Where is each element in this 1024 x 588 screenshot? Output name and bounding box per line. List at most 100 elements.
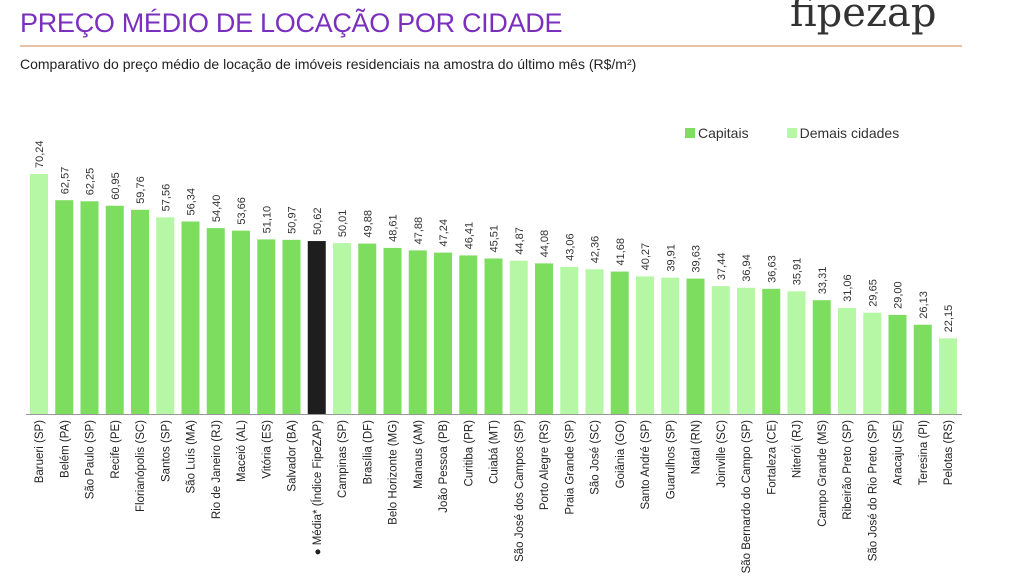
category-label: Cuiabá (MT) — [489, 420, 501, 484]
bar — [737, 287, 755, 414]
bar — [838, 307, 856, 414]
data-label: 43,06 — [564, 233, 576, 261]
bar — [812, 300, 831, 414]
category-label: São José (SC) — [590, 420, 602, 495]
bar — [484, 258, 503, 414]
data-label: 40,27 — [640, 243, 652, 271]
bar — [80, 201, 99, 414]
bar — [711, 286, 730, 414]
category-label: Campo Grande (MS) — [817, 420, 829, 527]
bar — [333, 243, 351, 414]
data-label: 29,65 — [867, 279, 879, 307]
category-label: Curitiba (PR) — [463, 420, 475, 487]
category-label: São Luís (MA) — [186, 420, 198, 494]
category-label: João Pessoa (PB) — [438, 420, 450, 513]
data-label: 60,95 — [110, 172, 122, 200]
bar — [282, 239, 301, 414]
data-label: 50,62 — [312, 208, 324, 236]
category-label: Florianópolis (SC) — [135, 420, 147, 512]
legend-swatch-demais — [786, 128, 797, 138]
data-label: 62,25 — [85, 168, 97, 196]
category-label: São Paulo (SP) — [85, 420, 97, 499]
data-label: 36,94 — [741, 254, 753, 282]
legend-item-demais: Demais cidades — [786, 125, 900, 141]
category-label: Brasília (DF) — [362, 420, 374, 485]
bar — [762, 288, 781, 414]
title-divider — [20, 45, 962, 47]
bar — [156, 217, 175, 414]
category-label: Guarulhos (SP) — [665, 420, 677, 499]
bar — [610, 271, 629, 414]
data-label: 26,13 — [918, 291, 930, 319]
data-label: 44,08 — [539, 230, 551, 258]
bar — [913, 324, 932, 414]
bar — [686, 278, 705, 414]
data-label: 29,00 — [893, 281, 905, 309]
fipezap-logo: fipezap — [790, 0, 937, 36]
category-label: Goiânia (GO) — [615, 420, 627, 489]
category-label: Belo Horizonte (MG) — [388, 420, 400, 525]
category-label: Maceió (AL) — [236, 420, 248, 482]
data-label: 33,31 — [817, 267, 829, 295]
category-label: ● Média* (Índice FipeZAP) — [311, 420, 324, 556]
category-label: Rio de Janeiro (RJ) — [211, 420, 223, 519]
category-label: Teresina (PI) — [918, 420, 930, 485]
bar — [434, 252, 452, 414]
category-label: Salvador (BA) — [287, 420, 299, 492]
data-label: 48,61 — [388, 214, 400, 242]
legend-label: Demais cidades — [799, 125, 900, 141]
category-label: Porto Alegre (RS) — [539, 420, 551, 510]
data-label: 47,88 — [413, 217, 425, 245]
data-label: 62,57 — [59, 167, 71, 195]
bar — [560, 266, 579, 414]
data-label: 59,76 — [135, 176, 147, 204]
category-label: São José do Rio Preto (SP) — [867, 420, 879, 561]
bar — [888, 314, 907, 414]
data-label: 35,91 — [792, 258, 804, 286]
data-label: 50,97 — [287, 206, 299, 234]
data-label: 56,34 — [186, 188, 198, 216]
bar — [636, 276, 654, 414]
data-label: 31,06 — [842, 274, 854, 302]
bar — [105, 205, 124, 414]
bar — [206, 228, 225, 414]
bar — [358, 243, 377, 414]
bar — [307, 241, 326, 414]
category-label: Belém (PA) — [59, 420, 71, 478]
data-label: 47,24 — [438, 219, 450, 247]
bar — [585, 269, 604, 414]
bar — [863, 312, 882, 414]
data-label: 39,91 — [665, 244, 677, 272]
category-label: Vitória (ES) — [261, 420, 273, 479]
data-label: 41,68 — [615, 238, 627, 266]
category-label: Manaus (AM) — [413, 420, 425, 489]
data-label: 46,41 — [463, 222, 475, 250]
category-label: Natal (RN) — [691, 420, 703, 474]
category-label: Santo André (SP) — [640, 420, 652, 510]
data-label: 36,63 — [766, 255, 778, 283]
category-label: Joinville (SC) — [716, 420, 728, 488]
bar — [257, 239, 276, 414]
bar — [939, 338, 957, 414]
data-label: 37,44 — [716, 253, 728, 281]
bar — [30, 174, 48, 414]
bar — [181, 221, 200, 414]
category-label: Recife (PE) — [110, 420, 122, 479]
data-label: 54,40 — [211, 195, 223, 223]
category-label: Campinas (SP) — [337, 420, 349, 498]
chart-subtitle: Comparativo do preço médio de locação de… — [20, 56, 637, 72]
data-label: 50,01 — [337, 210, 349, 238]
category-label: Barueri (SP) — [34, 420, 46, 483]
bar — [383, 247, 402, 414]
category-label: Pelotas (RS) — [943, 420, 955, 485]
legend-item-capitais: Capitais — [685, 125, 749, 141]
data-label: 39,63 — [691, 245, 703, 273]
data-label: 70,24 — [34, 140, 46, 168]
bar — [55, 200, 74, 414]
bar — [661, 277, 680, 414]
bar — [509, 260, 528, 414]
category-label: Fortaleza (CE) — [766, 420, 778, 495]
category-label: Niterói (RJ) — [792, 420, 804, 478]
category-label: São Bernardo do Campo (SP) — [741, 420, 753, 574]
